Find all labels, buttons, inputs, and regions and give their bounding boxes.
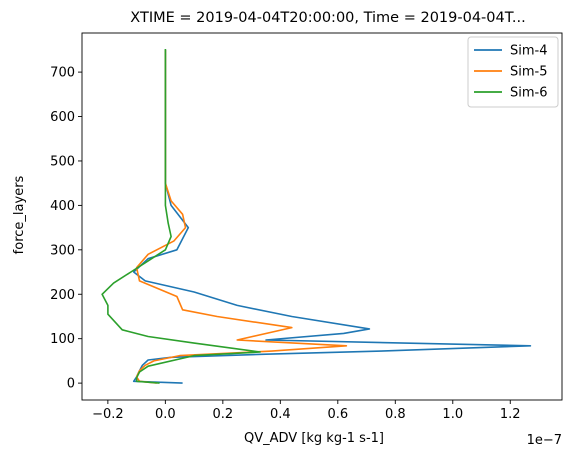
x-axis-ticks: −0.2 0.0 0.2 0.4 0.6 0.8 1.0 1.2 <box>92 400 521 422</box>
y-axis-label: force_layers <box>12 175 27 254</box>
x-tick-label: 0.6 <box>327 407 348 422</box>
legend-label-2: Sim-5 <box>510 65 548 80</box>
y-tick-label: 100 <box>50 332 75 347</box>
x-axis-label: QV_ADV [kg kg-1 s-1] <box>244 431 384 446</box>
chart-title: XTIME = 2019-04-04T20:00:00, Time = 2019… <box>130 10 525 26</box>
y-tick-label: 0 <box>67 377 75 392</box>
y-tick-label: 300 <box>50 243 75 258</box>
x-tick-label: 1.2 <box>500 407 521 422</box>
y-tick-label: 700 <box>50 66 75 81</box>
x-tick-label: 0.8 <box>385 407 406 422</box>
y-tick-label: 200 <box>50 288 75 303</box>
y-axis-ticks: 0 100 200 300 400 500 600 700 <box>50 66 82 392</box>
y-tick-label: 500 <box>50 154 75 169</box>
legend: Sim-4 Sim-5 Sim-6 <box>467 36 559 108</box>
x-axis-offset-label: 1e−7 <box>527 433 562 448</box>
legend-label-1: Sim-4 <box>510 44 548 59</box>
y-tick-label: 400 <box>50 199 75 214</box>
x-tick-label: 1.0 <box>442 407 463 422</box>
series-line-3 <box>101 49 261 384</box>
legend-label-3: Sim-6 <box>510 86 548 101</box>
x-tick-label: 0.4 <box>270 407 291 422</box>
plot-area-frame <box>81 32 563 401</box>
x-tick-label: 0.0 <box>155 407 176 422</box>
series-lines <box>101 49 532 384</box>
y-tick-label: 600 <box>50 110 75 125</box>
legend-box <box>467 36 559 108</box>
x-tick-label: −0.2 <box>92 407 124 422</box>
x-tick-label: 0.2 <box>212 407 233 422</box>
